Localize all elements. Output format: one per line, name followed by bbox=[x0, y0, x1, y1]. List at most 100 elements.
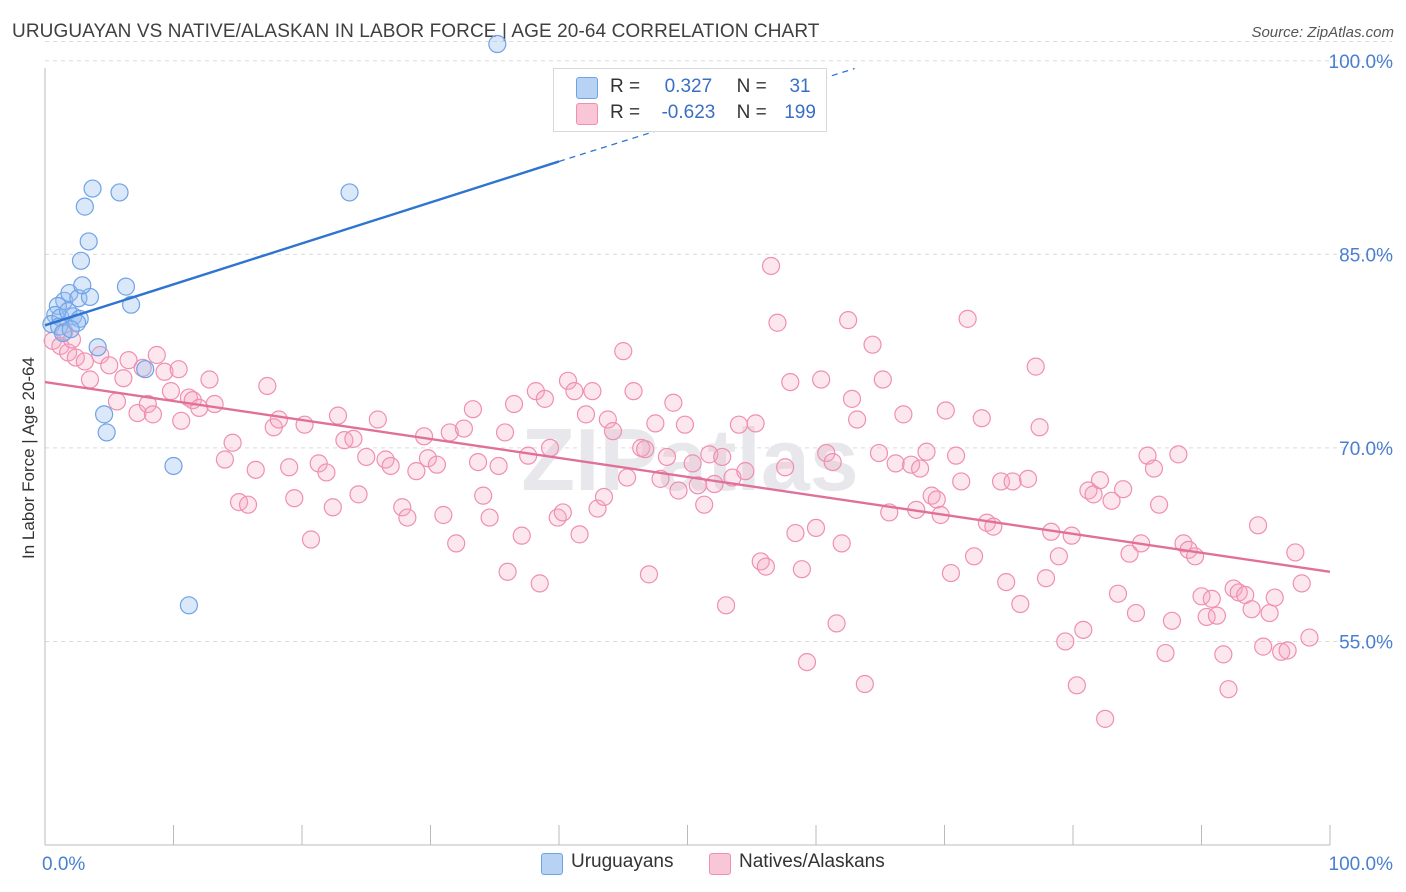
bottom-legend-label: Natives/Alaskans bbox=[739, 851, 885, 872]
bottom-legend-label: Uruguayans bbox=[571, 851, 674, 872]
native-point bbox=[447, 534, 466, 553]
native-point bbox=[827, 614, 846, 633]
native-point bbox=[381, 456, 400, 476]
native-point bbox=[1108, 584, 1128, 603]
native-point bbox=[1026, 357, 1045, 376]
native-point bbox=[349, 485, 368, 504]
uruguayan-point bbox=[97, 423, 116, 442]
native-point bbox=[873, 370, 892, 389]
native-point bbox=[138, 394, 157, 414]
native-point bbox=[839, 311, 858, 330]
native-point bbox=[258, 376, 277, 396]
native-point bbox=[1030, 418, 1049, 437]
legend-r-label: R = bbox=[610, 102, 641, 123]
native-point bbox=[618, 468, 637, 487]
native-point bbox=[489, 456, 508, 476]
native-point bbox=[540, 438, 560, 458]
native-point bbox=[1144, 459, 1164, 478]
native-point bbox=[1102, 491, 1121, 510]
native-point bbox=[817, 443, 836, 463]
native-point bbox=[756, 557, 775, 576]
blue-swatch-icon bbox=[541, 853, 563, 875]
y-tick-label: 100.0% bbox=[1329, 52, 1394, 73]
uruguayan-point bbox=[95, 405, 114, 424]
native-point bbox=[519, 446, 538, 465]
native-point bbox=[583, 382, 602, 401]
native-point bbox=[512, 526, 531, 545]
native-point bbox=[894, 405, 913, 424]
native-point bbox=[869, 443, 889, 463]
native-point bbox=[910, 459, 930, 478]
native-point bbox=[675, 415, 695, 434]
uruguayan-trend-line bbox=[44, 160, 560, 327]
native-point bbox=[736, 462, 755, 481]
native-point bbox=[1219, 680, 1238, 699]
uruguayan-point bbox=[116, 277, 136, 296]
native-point bbox=[832, 534, 851, 553]
native-point bbox=[285, 489, 304, 508]
native-point bbox=[1090, 471, 1110, 490]
legend-n-value: 31 bbox=[789, 76, 811, 97]
native-point bbox=[169, 360, 188, 379]
native-point bbox=[119, 351, 138, 370]
native-point bbox=[635, 440, 655, 459]
native-point bbox=[147, 345, 166, 365]
native-point bbox=[958, 309, 977, 328]
native-point bbox=[639, 565, 659, 584]
native-point bbox=[776, 458, 795, 477]
native-point bbox=[215, 450, 234, 469]
native-point bbox=[357, 447, 376, 467]
native-point bbox=[548, 508, 567, 527]
legend-r-value: 0.327 bbox=[664, 76, 713, 97]
native-point bbox=[1096, 709, 1115, 728]
native-point bbox=[1049, 547, 1068, 566]
native-point bbox=[751, 552, 770, 571]
uruguayan-point bbox=[83, 179, 102, 198]
native-point bbox=[1192, 587, 1211, 606]
native-point bbox=[1169, 445, 1188, 464]
native-point bbox=[128, 403, 147, 423]
native-point bbox=[598, 410, 617, 429]
native-point bbox=[614, 342, 633, 361]
native-point bbox=[570, 525, 589, 544]
native-point bbox=[952, 472, 971, 491]
y-axis-title: In Labor Force | Age 20-64 bbox=[19, 357, 38, 559]
native-point bbox=[705, 474, 724, 494]
native-point bbox=[972, 409, 991, 428]
native-point bbox=[863, 335, 882, 354]
native-point bbox=[66, 348, 85, 367]
native-point bbox=[238, 495, 258, 514]
uruguayan-point bbox=[88, 338, 107, 357]
native-point bbox=[1011, 594, 1030, 614]
native-point bbox=[434, 505, 453, 525]
pink-swatch-icon bbox=[576, 103, 598, 125]
native-point bbox=[729, 415, 749, 434]
native-point bbox=[761, 256, 781, 276]
native-point bbox=[1067, 676, 1086, 695]
native-point bbox=[1126, 603, 1146, 623]
native-point bbox=[558, 371, 578, 390]
native-point bbox=[823, 452, 842, 472]
native-point bbox=[797, 652, 817, 672]
native-point bbox=[886, 454, 905, 473]
blue-swatch-icon bbox=[576, 77, 598, 99]
native-point bbox=[946, 446, 966, 465]
native-point bbox=[1300, 628, 1319, 647]
uruguayan-point bbox=[73, 276, 92, 295]
native-point bbox=[1018, 469, 1038, 488]
native-point bbox=[1162, 611, 1182, 630]
native-point bbox=[812, 370, 831, 389]
native-point bbox=[107, 392, 127, 411]
native-point bbox=[498, 562, 517, 581]
native-point bbox=[588, 499, 607, 518]
native-point bbox=[936, 401, 955, 420]
native-point bbox=[1149, 495, 1169, 514]
stats-legend: R = 0.327 N = 31 R = -0.623 N = 199 bbox=[553, 68, 827, 132]
tick-labels: 55.0% 70.0% 85.0% 100.0% 0.0% 100.0% bbox=[42, 52, 1393, 875]
native-point bbox=[1248, 516, 1268, 535]
native-point bbox=[75, 352, 94, 371]
uruguayan-point bbox=[179, 596, 199, 615]
native-point bbox=[786, 523, 805, 543]
native-point bbox=[917, 442, 936, 461]
native-point bbox=[474, 486, 493, 505]
